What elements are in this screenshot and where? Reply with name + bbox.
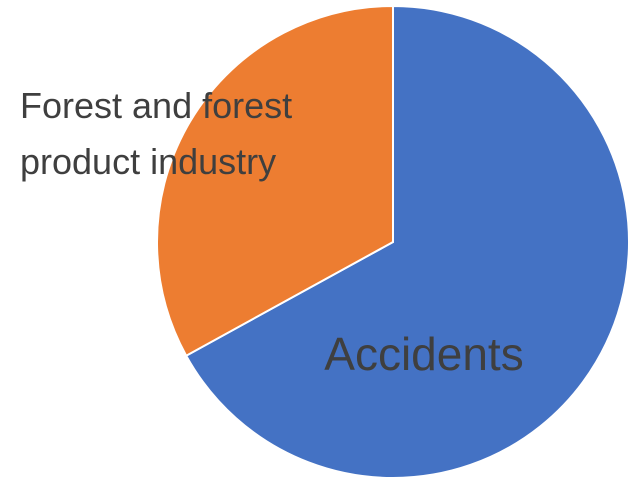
pie-slice-forest-and-forest-product-industry	[156, 4, 394, 358]
slice-label-forest-and-forest-product-industry: Forest and forest product industry	[20, 85, 292, 182]
slice-label-line: Forest and forest	[20, 85, 292, 126]
slice-label-line: Accidents	[324, 328, 523, 380]
slice-labels: Accidents Forest and forest product indust…	[20, 85, 524, 380]
slice-label-accidents: Accidents	[324, 328, 523, 380]
slice-label-line: product industry	[20, 141, 276, 182]
pie-slice-accidents	[184, 4, 630, 478]
pie-slices	[156, 4, 630, 478]
